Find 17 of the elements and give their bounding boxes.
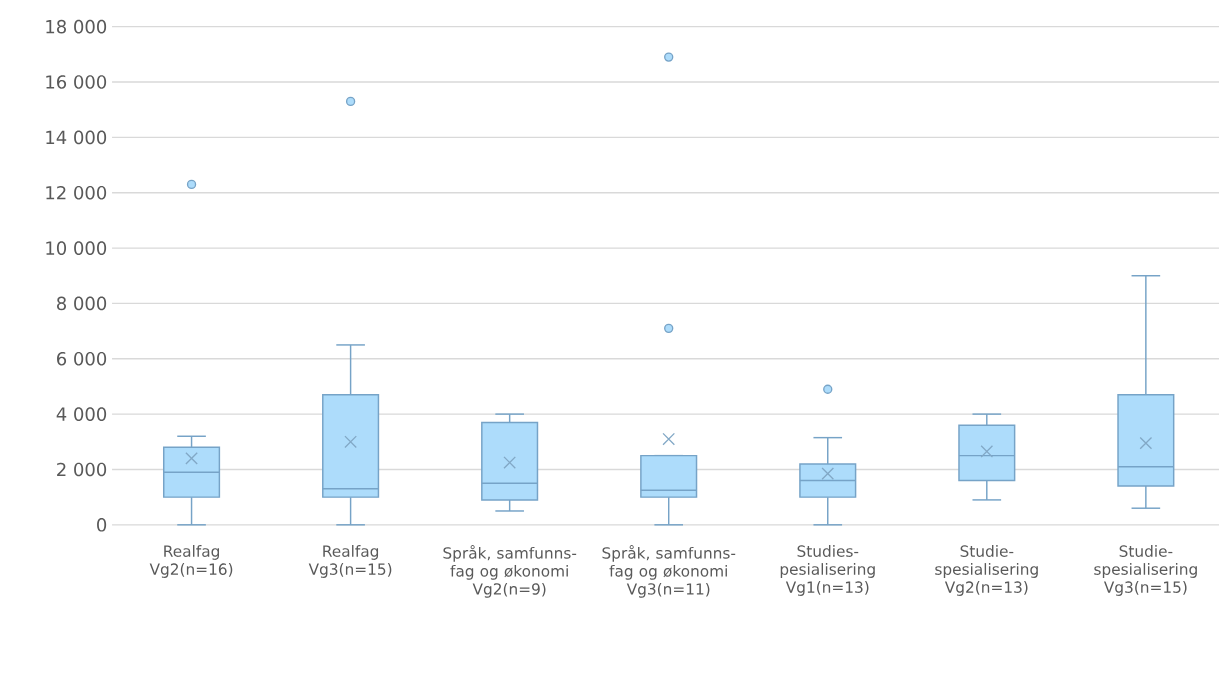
y-tick-label: 8 000 [56, 296, 107, 311]
y-tick-label: 18 000 [46, 19, 107, 34]
x-tick-label: Språk, samfunns-fag og økonomi Vg2(n=9) [443, 545, 577, 598]
x-tick-label: Studie-spesialisering Vg3(n=15) [1094, 545, 1197, 596]
y-tick-label: 12 000 [46, 185, 107, 200]
y-tick-label: 16 000 [46, 75, 107, 89]
x-tick-label: Realfag Vg2(n=16) [149, 545, 233, 578]
y-tick-label: 14 000 [46, 130, 107, 145]
x-tick-label: Studies-pesialisering Vg1(n=13) [780, 545, 875, 596]
y-tick-label: 2 000 [57, 462, 107, 477]
x-tick-label: Realfag Vg3(n=15) [308, 545, 392, 578]
y-tick-label: 4 000 [56, 407, 107, 421]
x-tick-label: Studie-spesialisering Vg2(n=13) [935, 545, 1038, 596]
y-tick-label: 6 000 [57, 352, 107, 366]
y-tick-label: 10 000 [46, 241, 107, 255]
y-tick-label: 0 [97, 518, 107, 532]
x-tick-label: Språk, samfunns-fag og økonomi Vg3(n=11) [602, 545, 736, 598]
